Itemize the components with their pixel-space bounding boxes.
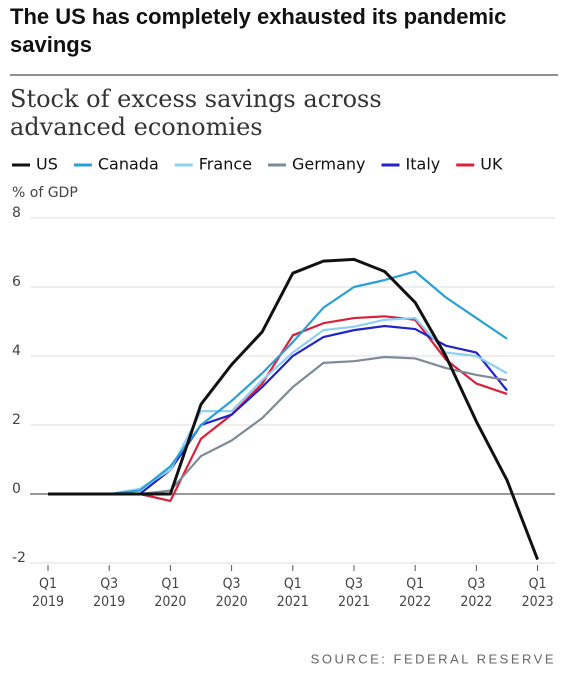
x-tick-label: Q3 2021 [337,576,371,610]
chart-subtitle: Stock of excess savings across advanced e… [10,85,382,141]
series-line [48,355,508,496]
legend-label: Italy [406,155,441,174]
legend-label: Germany [292,155,366,174]
y-tick-label: 6 [12,274,21,290]
y-tick-label: -2 [12,550,26,566]
x-tick-label: Q1 2019 [31,576,65,610]
legend-label: France [199,155,252,174]
series-line [48,257,539,561]
y-tick-label: 2 [12,412,21,428]
chart-title: The US has completely exhausted its pand… [10,4,506,57]
x-tick-label: Q3 2022 [460,576,493,610]
y-tick-label: 0 [12,481,21,497]
legend-label: Canada [98,155,159,174]
series-line [48,270,508,496]
x-tick-label: Q1 2020 [154,576,187,610]
x-tick-label: Q1 2021 [276,576,309,610]
source: SOURCE: FEDERAL RESERVE [311,651,556,666]
legend-label: UK [480,155,503,174]
x-tick-label: Q3 2019 [93,576,126,610]
x-tick-label: Q1 2022 [399,576,432,610]
x-tick-label: Q3 2020 [215,576,248,610]
y-tick-label: 4 [12,343,21,359]
x-tick-label: Q1 2023 [521,576,554,610]
y-axis-label: % of GDP [12,185,78,201]
legend-label: US [36,155,58,174]
y-tick-label: 8 [12,205,21,221]
